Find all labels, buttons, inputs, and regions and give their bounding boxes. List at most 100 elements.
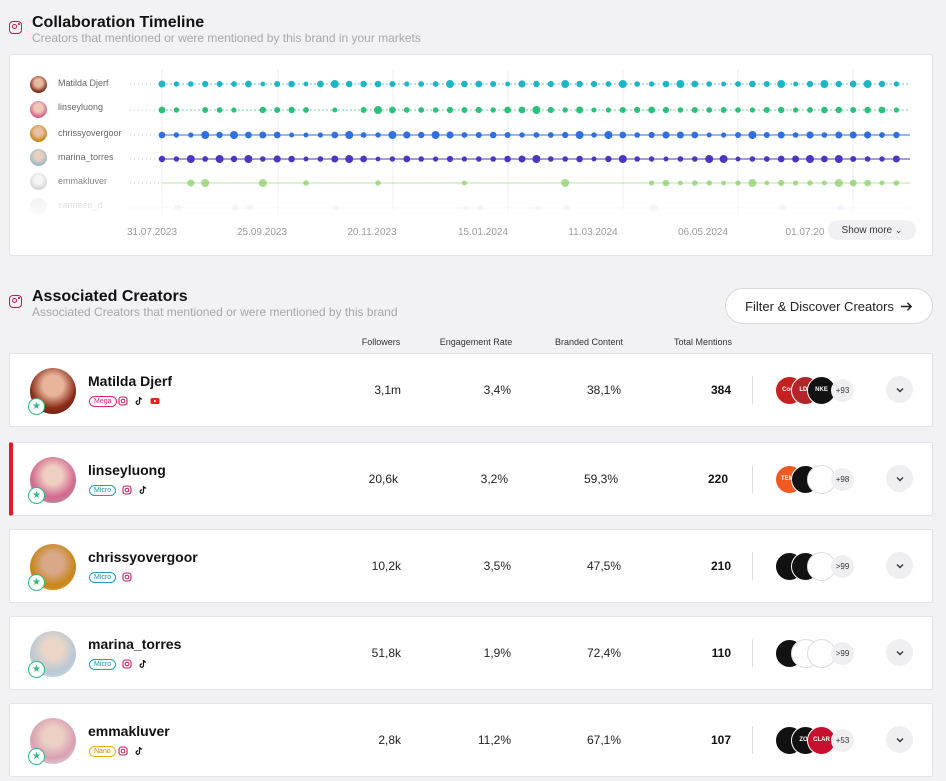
timeline-dot[interactable] — [273, 131, 281, 139]
timeline-dot[interactable] — [345, 131, 354, 139]
timeline-dot[interactable] — [489, 131, 497, 139]
timeline-dot[interactable] — [850, 107, 857, 113]
timeline-dot[interactable] — [244, 155, 253, 163]
brand-more-badge[interactable]: +53 — [831, 729, 854, 752]
timeline-dot[interactable] — [403, 107, 410, 113]
timeline-dot[interactable] — [187, 179, 195, 187]
creator-row[interactable]: ★ linseyluong Micro 20,6k 3,2% 59,3% 220… — [9, 442, 933, 516]
timeline-dot[interactable] — [793, 180, 799, 186]
timeline-dot[interactable] — [648, 131, 655, 139]
timeline-dot[interactable] — [618, 80, 627, 88]
timeline-dot[interactable] — [505, 81, 510, 87]
timeline-dot[interactable] — [475, 132, 482, 138]
timeline-dot[interactable] — [735, 81, 741, 87]
timeline-dot[interactable] — [461, 180, 467, 186]
timeline-dot[interactable] — [504, 132, 511, 138]
timeline-dot[interactable] — [706, 81, 712, 87]
timeline-dot[interactable] — [562, 107, 568, 113]
expand-button[interactable] — [886, 639, 913, 666]
timeline-dot[interactable] — [735, 156, 741, 162]
brand-more-badge[interactable]: >99 — [831, 642, 854, 665]
timeline-dot[interactable] — [720, 107, 727, 113]
timeline-dot[interactable] — [158, 131, 166, 139]
timeline-dot[interactable] — [691, 107, 698, 113]
column-header-branded[interactable]: Branded Content — [554, 337, 624, 347]
timeline-dot[interactable] — [188, 132, 194, 138]
timeline-dot[interactable] — [691, 80, 699, 88]
timeline-dot[interactable] — [893, 180, 900, 186]
timeline-dot[interactable] — [389, 106, 396, 114]
timeline-dot[interactable] — [389, 156, 396, 162]
timeline-dot[interactable] — [619, 131, 627, 139]
timeline-dot[interactable] — [749, 156, 756, 162]
timeline-dot[interactable] — [158, 106, 166, 114]
timeline-dot[interactable] — [634, 81, 640, 87]
timeline-dot[interactable] — [259, 106, 266, 114]
timeline-dot[interactable] — [202, 156, 209, 162]
timeline-dot[interactable] — [158, 155, 166, 163]
creator-row[interactable]: ★ chrissyovergoor Micro 10,2k 3,5% 47,5%… — [9, 529, 933, 603]
timeline-dot[interactable] — [691, 131, 699, 139]
timeline-dot[interactable] — [879, 180, 885, 186]
timeline-dot[interactable] — [821, 132, 828, 138]
timeline-dot[interactable] — [388, 131, 397, 139]
timeline-dot[interactable] — [375, 180, 381, 186]
timeline-dot[interactable] — [345, 80, 353, 88]
timeline-dot[interactable] — [475, 80, 483, 88]
timeline-dot[interactable] — [303, 107, 309, 113]
timeline-dot[interactable] — [201, 131, 210, 139]
creator-name[interactable]: chrissyovergoor — [88, 549, 198, 565]
timeline-dot[interactable] — [518, 106, 526, 114]
expand-button[interactable] — [886, 552, 913, 579]
timeline-dot[interactable] — [763, 107, 770, 113]
timeline-dot[interactable] — [662, 80, 670, 88]
timeline-dot[interactable] — [288, 155, 295, 163]
timeline-dot[interactable] — [403, 155, 411, 163]
timeline-dot[interactable] — [331, 131, 339, 139]
timeline-dot[interactable] — [260, 156, 266, 162]
timeline-dot[interactable] — [821, 155, 828, 163]
timeline-dot[interactable] — [260, 81, 266, 87]
timeline-dot[interactable] — [274, 81, 281, 87]
timeline-dot[interactable] — [879, 132, 885, 138]
timeline-dot[interactable] — [892, 155, 900, 163]
brand-more-badge[interactable]: >99 — [831, 555, 854, 578]
timeline-dot[interactable] — [331, 155, 339, 163]
timeline-dot[interactable] — [778, 106, 785, 114]
timeline-dot[interactable] — [864, 179, 871, 187]
timeline-dot[interactable] — [721, 81, 727, 87]
timeline-dot[interactable] — [475, 106, 482, 114]
timeline-dot[interactable] — [532, 106, 541, 114]
timeline-dot[interactable] — [793, 81, 799, 87]
timeline-dot[interactable] — [618, 155, 627, 163]
timeline-dot[interactable] — [446, 80, 454, 88]
timeline-dot[interactable] — [201, 179, 210, 187]
timeline-dot[interactable] — [330, 80, 339, 88]
timeline-dot[interactable] — [677, 156, 684, 162]
timeline-dot[interactable] — [893, 131, 900, 139]
timeline-dot[interactable] — [317, 80, 324, 88]
timeline-dot[interactable] — [274, 107, 281, 113]
timeline-dot[interactable] — [418, 81, 425, 87]
column-header-mentions[interactable]: Total Mentions — [673, 337, 733, 347]
timeline-dot[interactable] — [864, 106, 871, 114]
timeline-dot[interactable] — [793, 107, 799, 113]
timeline-dot[interactable] — [216, 107, 223, 113]
timeline-dot[interactable] — [461, 80, 468, 88]
show-more-button[interactable]: Show more ⌄ — [828, 220, 916, 240]
timeline-dot[interactable] — [850, 156, 857, 162]
timeline-dot[interactable] — [446, 106, 454, 114]
timeline-dot[interactable] — [764, 180, 770, 186]
timeline-dot[interactable] — [806, 131, 814, 139]
timeline-dot[interactable] — [215, 155, 224, 163]
timeline-dot[interactable] — [547, 106, 554, 114]
timeline-dot[interactable] — [835, 131, 843, 139]
timeline-dot[interactable] — [821, 106, 828, 114]
timeline-dot[interactable] — [548, 156, 554, 162]
timeline-dot[interactable] — [778, 179, 785, 187]
timeline-dot[interactable] — [835, 80, 842, 88]
timeline-dot[interactable] — [735, 132, 741, 138]
timeline-dot[interactable] — [461, 107, 468, 113]
timeline-dot[interactable] — [721, 132, 727, 138]
timeline-dot[interactable] — [806, 155, 814, 163]
